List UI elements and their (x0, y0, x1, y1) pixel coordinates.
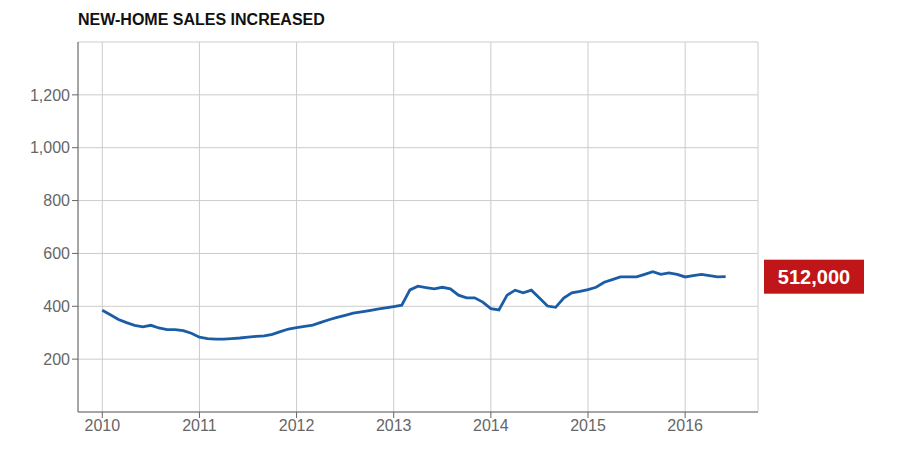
svg-text:512,000: 512,000 (778, 266, 850, 288)
svg-text:600: 600 (43, 245, 70, 262)
svg-text:1,200: 1,200 (30, 87, 70, 104)
svg-text:2012: 2012 (279, 417, 315, 434)
svg-text:2010: 2010 (84, 417, 120, 434)
svg-text:2014: 2014 (473, 417, 509, 434)
svg-text:1,000: 1,000 (30, 139, 70, 156)
svg-text:200: 200 (43, 351, 70, 368)
svg-text:800: 800 (43, 192, 70, 209)
html-text:NEW-HOME SALES INCREASED: NEW-HOME SALES INCREASED (78, 11, 325, 28)
svg-text:2013: 2013 (376, 417, 412, 434)
svg-text:2011: 2011 (182, 417, 217, 434)
svg-text:2016: 2016 (667, 417, 703, 434)
svg-text:400: 400 (43, 298, 70, 315)
svg-text:2015: 2015 (570, 417, 606, 434)
